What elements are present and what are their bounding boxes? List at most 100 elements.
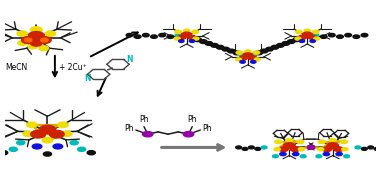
Circle shape: [178, 35, 186, 39]
Circle shape: [38, 37, 51, 43]
Circle shape: [361, 33, 368, 37]
Circle shape: [188, 35, 196, 39]
Circle shape: [334, 147, 343, 152]
Circle shape: [374, 147, 376, 150]
Circle shape: [216, 45, 224, 49]
Circle shape: [174, 37, 180, 40]
Circle shape: [277, 43, 284, 47]
Circle shape: [32, 144, 42, 149]
Circle shape: [9, 147, 17, 151]
Circle shape: [286, 139, 293, 142]
Circle shape: [297, 140, 304, 144]
Circle shape: [353, 35, 360, 38]
Circle shape: [17, 141, 25, 145]
Circle shape: [274, 148, 280, 151]
Circle shape: [143, 132, 153, 137]
Circle shape: [320, 35, 327, 38]
Text: Ph: Ph: [124, 124, 133, 133]
Circle shape: [182, 32, 191, 37]
Circle shape: [308, 35, 316, 39]
Circle shape: [159, 33, 165, 37]
Text: Ph: Ph: [139, 115, 149, 124]
Circle shape: [323, 153, 330, 156]
Circle shape: [30, 40, 42, 46]
Circle shape: [175, 30, 181, 33]
Circle shape: [42, 138, 53, 143]
Circle shape: [227, 49, 235, 53]
Circle shape: [318, 140, 325, 144]
Text: MeCN: MeCN: [5, 63, 27, 72]
Circle shape: [0, 151, 8, 155]
Circle shape: [266, 47, 273, 51]
Circle shape: [39, 46, 49, 51]
Circle shape: [53, 144, 63, 149]
Circle shape: [39, 125, 56, 134]
Circle shape: [236, 51, 243, 54]
Text: + 2Cu⁺: + 2Cu⁺: [59, 63, 86, 72]
Circle shape: [275, 140, 282, 144]
Circle shape: [240, 60, 245, 63]
Circle shape: [243, 53, 253, 58]
Circle shape: [211, 43, 218, 47]
Circle shape: [261, 49, 268, 53]
Circle shape: [342, 148, 348, 151]
Circle shape: [293, 153, 299, 156]
Circle shape: [261, 146, 267, 149]
Circle shape: [21, 37, 35, 43]
Circle shape: [279, 147, 288, 152]
Circle shape: [18, 41, 27, 45]
Circle shape: [183, 132, 194, 137]
Circle shape: [295, 37, 301, 40]
Circle shape: [194, 38, 202, 42]
Circle shape: [313, 30, 319, 33]
Circle shape: [134, 35, 141, 38]
Circle shape: [17, 31, 27, 36]
Circle shape: [249, 146, 254, 149]
Circle shape: [183, 29, 190, 32]
Circle shape: [205, 42, 213, 45]
Circle shape: [70, 141, 78, 145]
Circle shape: [222, 47, 229, 51]
Circle shape: [291, 147, 300, 152]
Text: N: N: [126, 55, 132, 64]
Text: N: N: [84, 74, 91, 83]
Circle shape: [255, 147, 261, 150]
Circle shape: [45, 31, 56, 36]
Circle shape: [200, 40, 207, 43]
Circle shape: [299, 40, 305, 43]
Circle shape: [284, 143, 295, 149]
Circle shape: [58, 122, 68, 127]
Circle shape: [179, 40, 184, 43]
Circle shape: [355, 146, 361, 149]
Circle shape: [143, 33, 149, 37]
Circle shape: [253, 51, 260, 54]
Circle shape: [312, 33, 319, 37]
Circle shape: [250, 60, 256, 63]
Circle shape: [250, 53, 257, 57]
Circle shape: [192, 30, 199, 33]
Circle shape: [337, 35, 343, 38]
Circle shape: [304, 29, 311, 32]
Circle shape: [368, 146, 374, 149]
Circle shape: [30, 27, 42, 33]
Circle shape: [31, 130, 45, 138]
Circle shape: [314, 37, 320, 40]
Circle shape: [29, 32, 44, 40]
Circle shape: [239, 56, 247, 60]
Circle shape: [271, 45, 279, 49]
Circle shape: [273, 155, 278, 158]
Circle shape: [249, 56, 257, 60]
Circle shape: [126, 33, 133, 37]
Circle shape: [287, 40, 295, 43]
Circle shape: [280, 153, 286, 156]
Circle shape: [336, 153, 342, 156]
Circle shape: [151, 35, 157, 38]
Circle shape: [62, 131, 72, 136]
Circle shape: [361, 147, 367, 150]
Circle shape: [340, 140, 347, 144]
Circle shape: [307, 146, 315, 149]
Circle shape: [329, 139, 336, 142]
Circle shape: [77, 147, 86, 151]
Circle shape: [298, 148, 305, 151]
Circle shape: [299, 35, 306, 39]
